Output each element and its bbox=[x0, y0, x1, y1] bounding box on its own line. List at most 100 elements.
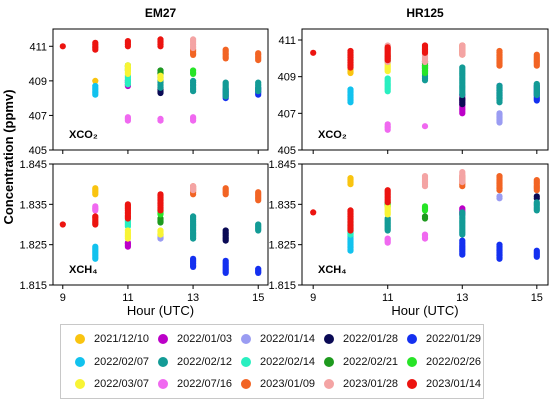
data-point bbox=[59, 221, 66, 228]
y-tick-label: 1.845 bbox=[268, 159, 296, 171]
gas-annotation: XCO₂ bbox=[318, 129, 347, 141]
legend-swatch bbox=[324, 356, 334, 367]
data-point bbox=[384, 126, 391, 133]
plot-frame bbox=[301, 163, 549, 286]
y-tick-label: 1.835 bbox=[268, 199, 296, 211]
column-title: EM27 bbox=[145, 6, 177, 20]
y-tick-label: 1.815 bbox=[268, 280, 296, 292]
legend-item: 2022/01/03 bbox=[158, 330, 232, 347]
x-tick-label: 11 bbox=[382, 292, 393, 304]
plot-frame bbox=[301, 28, 549, 151]
legend-swatch bbox=[158, 356, 168, 367]
data-point bbox=[533, 91, 540, 99]
data-point bbox=[124, 235, 131, 242]
data-point bbox=[124, 243, 131, 250]
data-point bbox=[92, 46, 99, 53]
x-tick-label: 13 bbox=[187, 292, 199, 304]
data-point bbox=[92, 207, 99, 214]
data-point bbox=[157, 43, 164, 50]
data-point bbox=[190, 51, 197, 59]
data-point bbox=[496, 119, 503, 126]
legend-swatch bbox=[75, 356, 85, 367]
legend-item: 2023/01/09 bbox=[241, 375, 315, 392]
y-tick-label: 409 bbox=[29, 76, 47, 88]
legend-label: 2022/01/29 bbox=[426, 332, 482, 345]
y-tick-label: 405 bbox=[278, 145, 296, 157]
data-point bbox=[459, 101, 466, 108]
data-point bbox=[459, 110, 466, 117]
data-point bbox=[347, 181, 354, 188]
data-point bbox=[384, 57, 391, 64]
legend-item: 2021/12/10 bbox=[75, 330, 149, 347]
data-point bbox=[157, 207, 164, 214]
data-point bbox=[255, 227, 262, 234]
legend: 2021/12/10 2022/01/03 2022/01/14 2022/01/28… bbox=[60, 324, 484, 399]
figure: EM27 405 407 409 411 XCO₂ HR125 405 407 409 411 XCO… bbox=[1, 6, 549, 318]
data-point bbox=[459, 179, 466, 186]
legend-label: 2022/02/07 bbox=[94, 355, 150, 368]
legend-label: 2022/01/14 bbox=[260, 332, 316, 345]
data-point bbox=[496, 99, 503, 106]
y-tick-label: 1.815 bbox=[19, 280, 47, 292]
data-point bbox=[222, 93, 229, 100]
y-tick-label: 411 bbox=[278, 35, 296, 47]
data-point bbox=[92, 255, 99, 262]
y-tick-label: 411 bbox=[29, 41, 47, 53]
legend-item: 2022/03/07 bbox=[75, 375, 149, 392]
gas-annotation: XCH₄ bbox=[69, 264, 97, 276]
data-point bbox=[190, 88, 197, 95]
data-point bbox=[255, 269, 262, 276]
data-point bbox=[496, 255, 503, 262]
data-point bbox=[157, 231, 164, 238]
data-point bbox=[59, 43, 66, 50]
legend-label: 2021/12/10 bbox=[94, 332, 150, 345]
y-tick-label: 1.825 bbox=[19, 240, 47, 252]
x-tick-label: 9 bbox=[60, 292, 66, 304]
data-point bbox=[533, 207, 540, 214]
legend-label: 2022/07/16 bbox=[177, 377, 233, 390]
data-point bbox=[421, 183, 429, 190]
data-point bbox=[92, 191, 99, 198]
panel-em27-xco2: EM27 405 407 409 411 XCO₂ bbox=[29, 6, 269, 157]
data-point bbox=[92, 221, 99, 228]
data-point bbox=[190, 235, 197, 242]
legend-item: 2022/01/14 bbox=[241, 330, 315, 347]
data-point bbox=[533, 253, 540, 260]
legend-item: 2022/02/26 bbox=[407, 353, 481, 370]
x-axis-label: Hour (UTC) bbox=[391, 303, 458, 318]
data-point bbox=[190, 117, 197, 124]
data-point bbox=[347, 69, 354, 77]
data-point bbox=[384, 239, 391, 246]
data-point bbox=[124, 215, 131, 222]
legend-label: 2023/01/09 bbox=[260, 377, 316, 390]
data-point bbox=[384, 227, 391, 234]
legend-label: 2022/02/26 bbox=[426, 355, 482, 368]
legend-swatch bbox=[324, 378, 334, 389]
legend-item: 2022/02/21 bbox=[324, 353, 398, 370]
y-tick-label: 1.835 bbox=[19, 199, 47, 211]
data-point bbox=[459, 51, 466, 58]
data-point bbox=[496, 62, 503, 69]
legend-label: 2022/03/07 bbox=[94, 377, 150, 390]
data-point bbox=[459, 231, 466, 238]
legend-swatch bbox=[158, 378, 168, 389]
y-tick-label: 1.825 bbox=[268, 240, 296, 252]
data-point bbox=[190, 187, 197, 194]
legend-swatch bbox=[241, 378, 251, 389]
data-point bbox=[496, 187, 503, 194]
data-point bbox=[421, 49, 429, 56]
data-point bbox=[255, 57, 262, 64]
data-point bbox=[255, 88, 262, 95]
data-point bbox=[92, 77, 99, 84]
column-title: HR125 bbox=[406, 6, 444, 20]
data-point bbox=[157, 219, 164, 226]
y-tick-label: 409 bbox=[278, 72, 296, 84]
data-point bbox=[190, 263, 197, 270]
data-point bbox=[157, 76, 164, 83]
data-point bbox=[124, 70, 131, 77]
x-tick-label: 11 bbox=[122, 292, 133, 304]
legend-label: 2022/02/12 bbox=[177, 355, 233, 368]
data-point bbox=[157, 117, 164, 124]
y-tick-label: 1.845 bbox=[19, 159, 47, 171]
legend-label: 2022/01/28 bbox=[343, 332, 399, 345]
